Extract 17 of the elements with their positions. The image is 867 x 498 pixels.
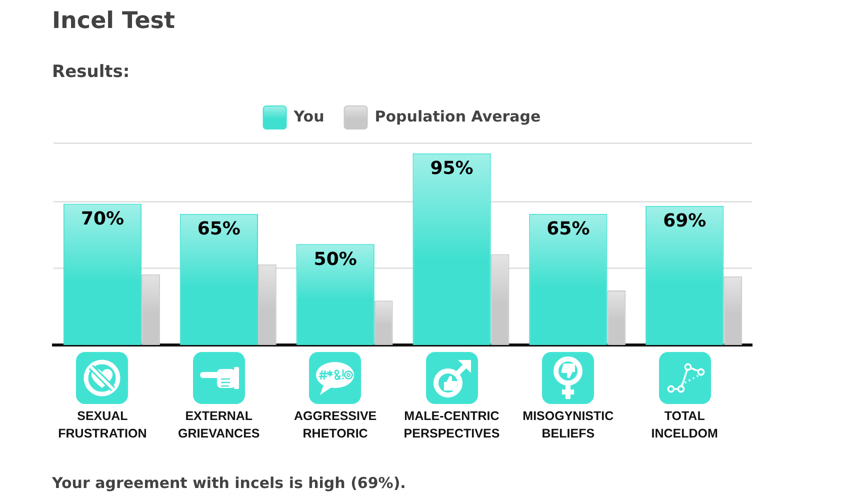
- data-label: 65%: [546, 218, 590, 240]
- x-tick-label: TOTAL INCELDOM: [651, 409, 718, 441]
- data-label: 95%: [430, 158, 474, 180]
- legend-label: Population Average: [374, 107, 541, 126]
- data-label: 69%: [663, 210, 706, 232]
- x-tick-label: MISOGYNISTIC BELIEFS: [522, 409, 614, 441]
- x-tick-label: MALE-CENTRIC PERSPECTIVES: [404, 409, 500, 441]
- legend-label: You: [292, 107, 324, 126]
- x-tick-label: AGGRESSIVE RHETORIC: [294, 409, 377, 441]
- data-label: 50%: [314, 248, 357, 270]
- data-label: 65%: [197, 218, 240, 240]
- x-tick-label: EXTERNAL GRIEVANCES: [178, 409, 260, 441]
- x-tick-label: SEXUAL FRUSTRATION: [58, 409, 147, 441]
- text: Your agreement with incels is high (69%).: [52, 474, 406, 492]
- chart-title: Incel Test: [52, 7, 175, 35]
- data-label: 70%: [80, 208, 124, 230]
- chart-subtitle: Results:: [52, 62, 130, 82]
